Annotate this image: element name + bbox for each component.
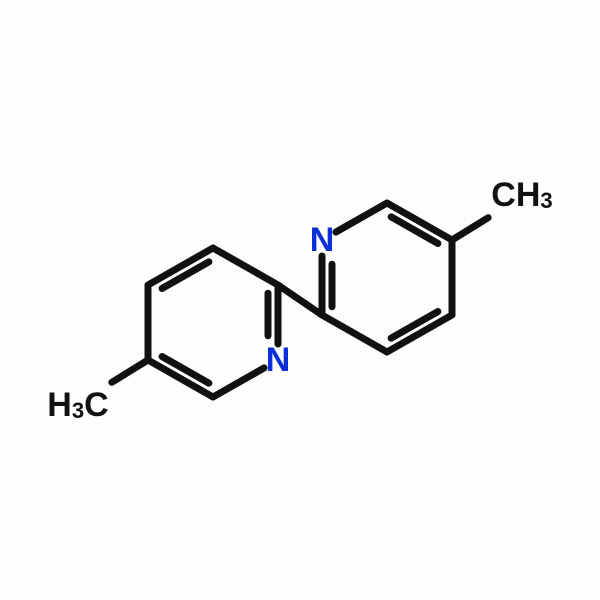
bonds-group — [112, 203, 488, 397]
n-label: N — [310, 221, 335, 259]
h3c-label: H3C — [47, 386, 108, 424]
molecule-diagram: { "canvas": { "width": 600, "height": 60… — [0, 0, 600, 600]
n-label: N — [266, 341, 291, 379]
molecule-svg: N H3C N CH3 — [0, 0, 600, 600]
ch3-label: CH3 — [491, 176, 552, 214]
